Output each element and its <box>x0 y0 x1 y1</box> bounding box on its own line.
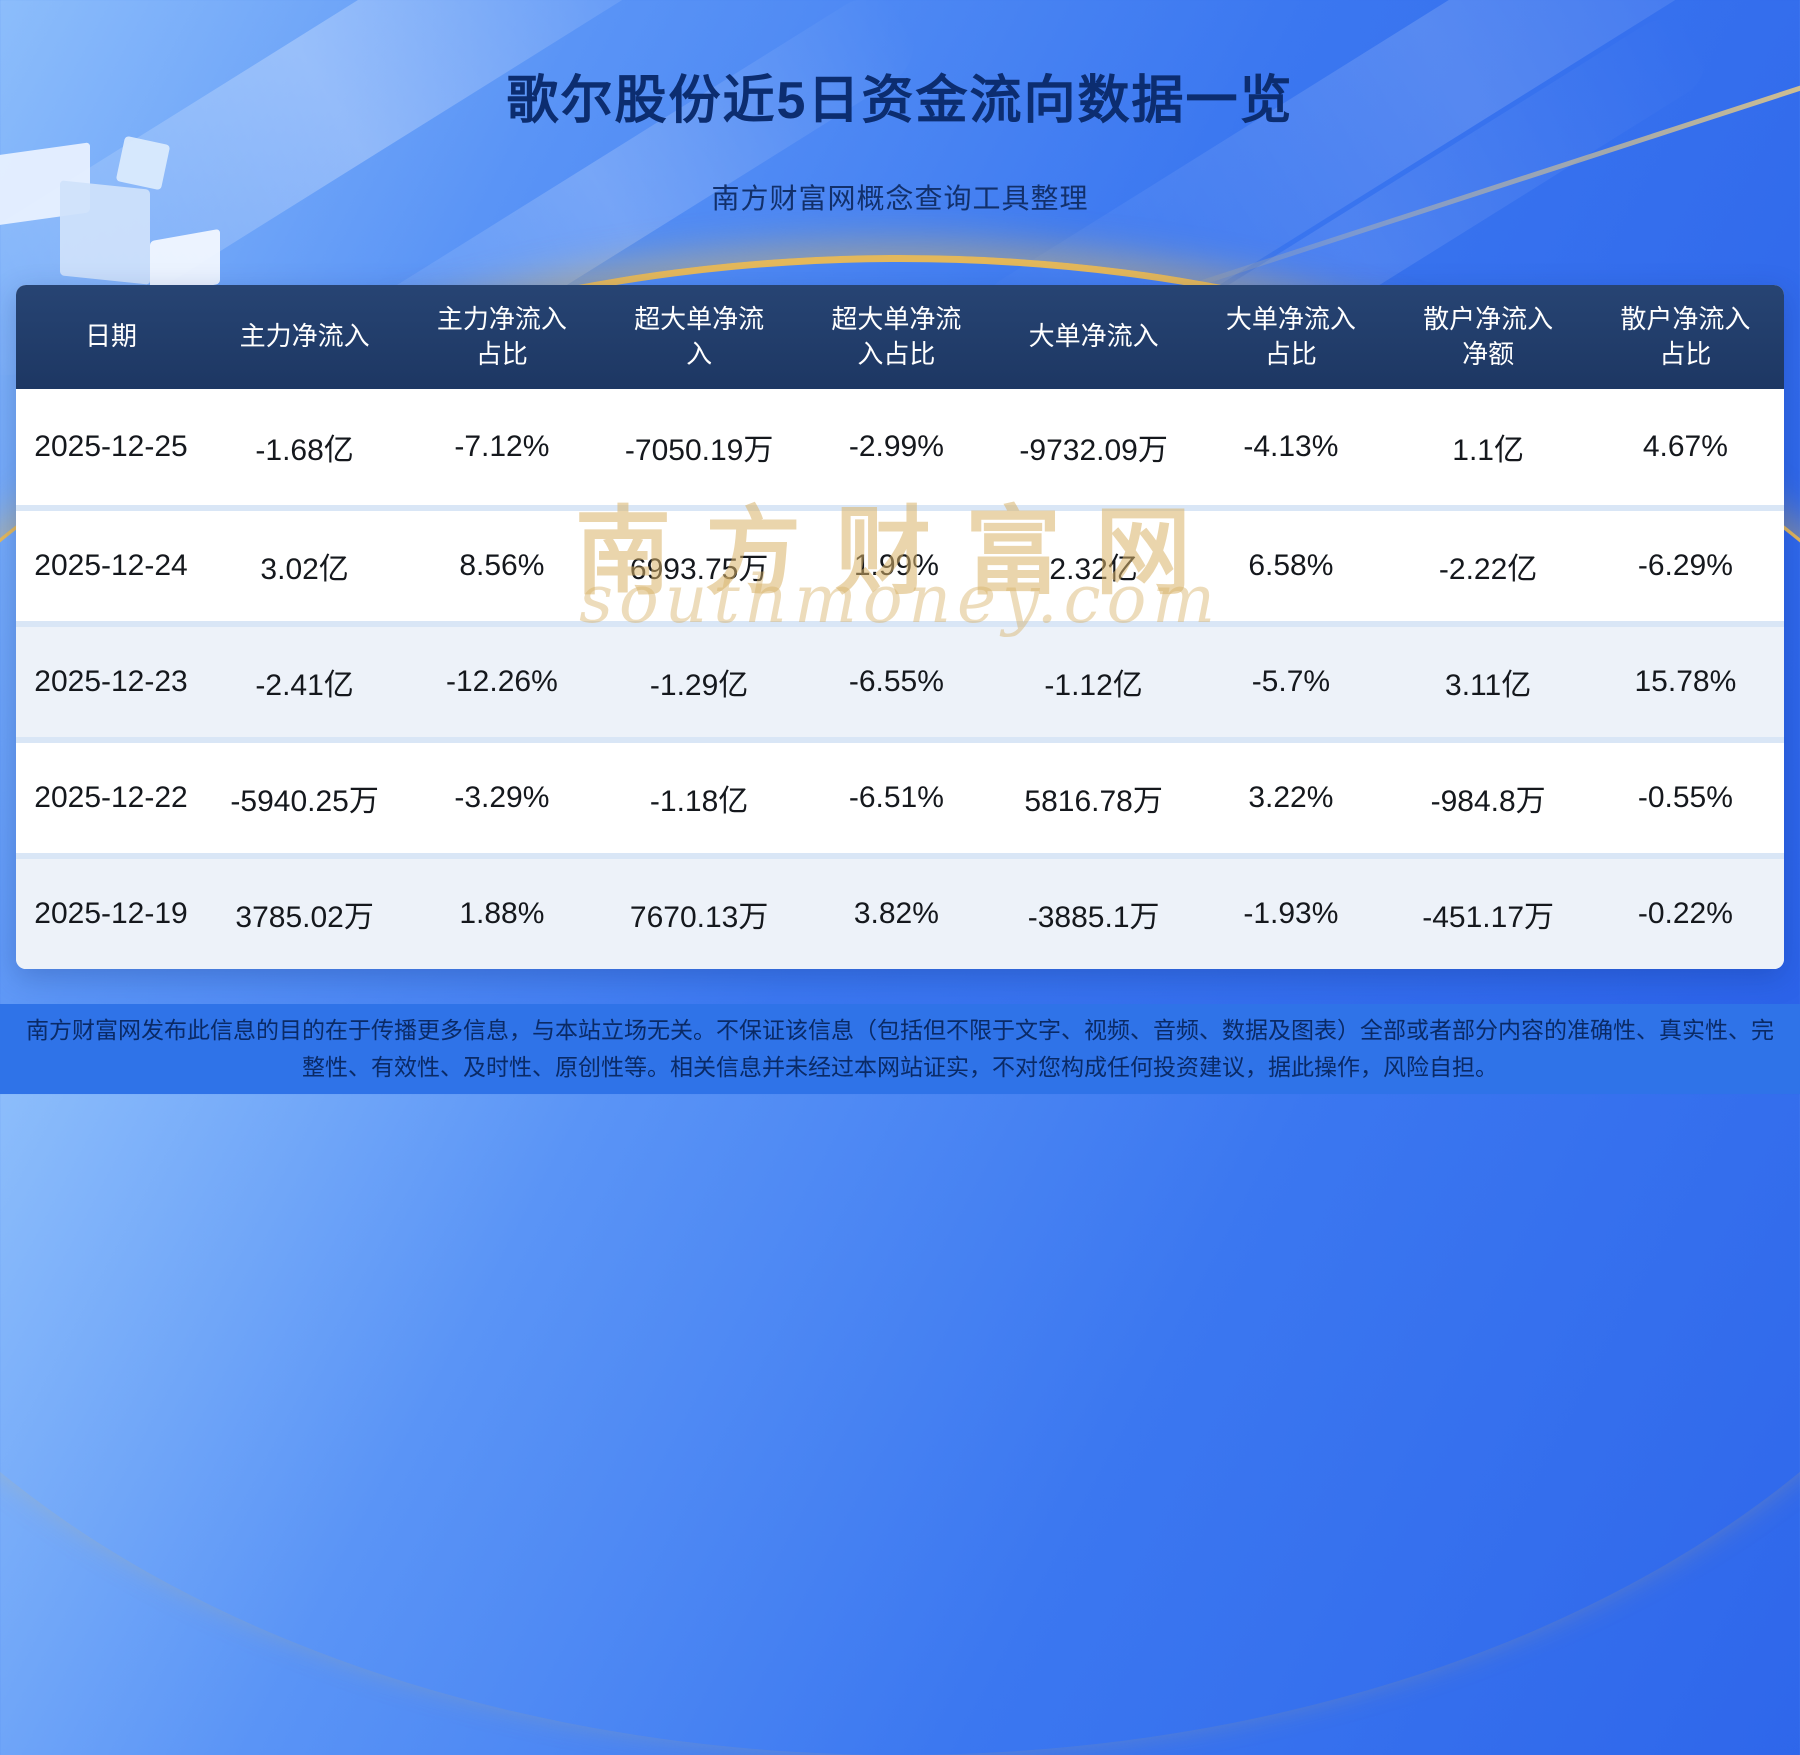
disclaimer-text: 南方财富网发布此信息的目的在于传播更多信息，与本站立场无关。不保证该信息（包括但… <box>26 1017 1774 1080</box>
value-cell: -9732.09万 <box>1019 434 1168 467</box>
value-cell: -12.26% <box>446 665 558 698</box>
value-cell: -5940.25万 <box>230 785 379 818</box>
value-cell: -5.7% <box>1251 665 1331 698</box>
date-cell: 2025-12-23 <box>34 665 188 698</box>
value-cell: 3.22% <box>1248 781 1334 814</box>
value-cell: -984.8万 <box>1430 785 1546 818</box>
capital-flow-table: 日期 主力净流入 主力净流入占比 超大单净流入 超大单净流入占比 大单净流入 大单净流入占比… <box>16 285 1784 969</box>
column-header: 大单净流入占比 <box>1225 303 1356 369</box>
value-cell: 8.56% <box>459 549 545 582</box>
value-cell: -6.51% <box>848 781 944 814</box>
date-cell: 2025-12-22 <box>34 781 188 814</box>
value-cell: 15.78% <box>1634 665 1737 698</box>
column-header: 日期 <box>84 321 137 352</box>
value-cell: -1.12亿 <box>1044 669 1143 702</box>
table-header-row: 日期 主力净流入 主力净流入占比 超大单净流入 超大单净流入占比 大单净流入 大单净流入占比… <box>16 285 1784 389</box>
value-cell: 3.11亿 <box>1445 669 1532 702</box>
value-cell: -1.93% <box>1243 897 1339 930</box>
column-header: 散户净流入净额 <box>1423 303 1554 369</box>
column-header: 主力净流入占比 <box>436 303 567 369</box>
table-row: 2025-12-25 -1.68亿 -7.12% -7050.19万 -2.99% -97… <box>16 389 1784 505</box>
value-cell: -2.22亿 <box>1438 553 1538 586</box>
value-cell: -1.29亿 <box>649 669 749 702</box>
date-cell: 2025-12-25 <box>34 430 188 463</box>
value-cell: 6993.75万 <box>629 553 769 586</box>
page-title: 歌尔股份近5日资金流向数据一览 <box>506 72 1294 130</box>
value-cell: 1.88% <box>459 897 545 930</box>
page-header: 歌尔股份近5日资金流向数据一览 南方财富网概念查询工具整理 <box>0 58 1800 217</box>
column-header: 超大单净流入占比 <box>831 303 962 369</box>
value-cell: 4.67% <box>1642 430 1728 463</box>
value-cell: -2.99% <box>848 430 944 463</box>
value-cell: 1.99% <box>853 549 939 582</box>
table-row: 2025-12-22 -5940.25万 -3.29% -1.18亿 -6.51% 581… <box>16 737 1784 853</box>
table-row: 2025-12-19 3785.02万 1.88% 7670.13万 3.82% -388… <box>16 853 1784 969</box>
page-subtitle: 南方财富网概念查询工具整理 <box>711 183 1089 214</box>
table-row: 2025-12-24 3.02亿 8.56% 6993.75万 1.99% 2.32亿 6.… <box>16 505 1784 621</box>
value-cell: -4.13% <box>1243 430 1339 463</box>
value-cell: -6.29% <box>1637 549 1733 582</box>
value-cell: -7.12% <box>454 430 550 463</box>
value-cell: 3.82% <box>853 897 939 930</box>
value-cell: -1.18亿 <box>649 785 749 818</box>
disclaimer: 南方财富网发布此信息的目的在于传播更多信息，与本站立场无关。不保证该信息（包括但… <box>0 1004 1800 1094</box>
value-cell: 5816.78万 <box>1024 785 1163 818</box>
value-cell: 3785.02万 <box>235 901 374 934</box>
value-cell: -1.68亿 <box>255 434 354 467</box>
date-cell: 2025-12-24 <box>34 549 188 582</box>
value-cell: -3885.1万 <box>1027 901 1160 934</box>
column-header: 大单净流入 <box>1028 321 1159 352</box>
value-cell: -6.55% <box>848 665 944 698</box>
value-cell: -3.29% <box>454 781 550 814</box>
value-cell: -451.17万 <box>1422 901 1554 934</box>
column-header: 超大单净流入 <box>634 303 765 369</box>
value-cell: 6.58% <box>1248 549 1334 582</box>
value-cell: 1.1亿 <box>1452 434 1524 467</box>
table-body: 2025-12-25 -1.68亿 -7.12% -7050.19万 -2.99% -97… <box>16 389 1784 969</box>
value-cell: -0.22% <box>1637 897 1733 930</box>
column-header: 散户净流入占比 <box>1620 303 1751 369</box>
value-cell: 3.02亿 <box>260 553 349 586</box>
column-header: 主力净流入 <box>239 321 370 352</box>
date-cell: 2025-12-19 <box>34 897 188 930</box>
value-cell: -7050.19万 <box>624 434 774 467</box>
value-cell: -0.55% <box>1637 781 1733 814</box>
value-cell: 7670.13万 <box>629 901 769 934</box>
value-cell: 2.32亿 <box>1049 553 1138 586</box>
table-row: 2025-12-23 -2.41亿 -12.26% -1.29亿 -6.55% -1.12… <box>16 621 1784 737</box>
value-cell: -2.41亿 <box>255 669 354 702</box>
